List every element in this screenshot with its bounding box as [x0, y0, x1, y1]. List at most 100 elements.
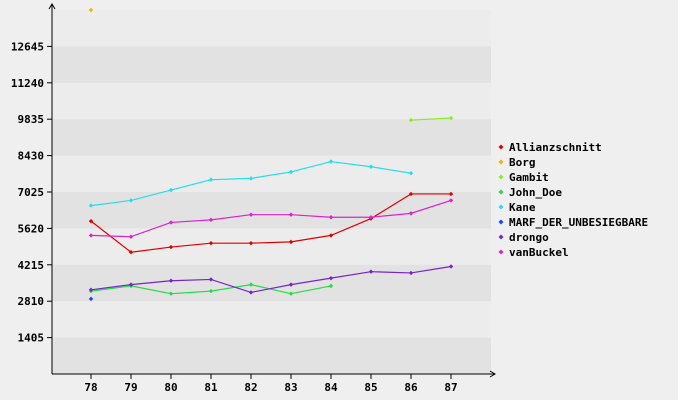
- series-line: [410, 117, 452, 121]
- data-point: [408, 117, 414, 123]
- data-point: [168, 244, 174, 250]
- x-tick-label: 87: [444, 381, 457, 394]
- data-point: [168, 291, 174, 296]
- x-tick-label: 78: [84, 381, 97, 394]
- data-point: [168, 220, 174, 225]
- data-point: [288, 169, 294, 175]
- data-point: [448, 198, 454, 203]
- legend-marker: [498, 249, 504, 255]
- data-point: [128, 198, 134, 203]
- legend-marker: [498, 159, 504, 165]
- x-tick-label: 84: [324, 381, 338, 394]
- data-point: [328, 233, 334, 238]
- data-point: [208, 177, 214, 182]
- x-tick-label: 80: [164, 381, 177, 394]
- data-point: [408, 270, 414, 276]
- grid-band: [52, 10, 491, 47]
- legend-marker: [498, 189, 504, 195]
- data-point: [88, 233, 94, 238]
- grid-band: [52, 46, 491, 83]
- data-point: [128, 234, 134, 239]
- data-point: [128, 250, 134, 255]
- x-tick-label: 81: [204, 381, 218, 394]
- data-point: [288, 239, 294, 245]
- grid-band: [52, 228, 491, 265]
- data-point: [448, 264, 454, 269]
- data-point: [448, 191, 454, 197]
- legend-label: drongo: [509, 231, 549, 244]
- legend-label: Allianzschnitt: [509, 141, 602, 154]
- x-tick-label: 83: [284, 381, 297, 394]
- data-point: [368, 269, 374, 274]
- x-tick-label: 82: [244, 381, 257, 394]
- data-point: [328, 275, 334, 281]
- legend-label: MARF_DER_UNBESIEGBARE: [509, 216, 648, 229]
- y-tick-label: 8430: [18, 150, 45, 163]
- legend-marker: [498, 204, 504, 210]
- data-point: [168, 187, 174, 193]
- data-point: [88, 296, 94, 302]
- x-tick-label: 79: [124, 381, 137, 394]
- grid-band: [52, 337, 491, 374]
- grid-band: [52, 119, 491, 156]
- data-point: [88, 218, 94, 224]
- series-line: [90, 265, 452, 294]
- legend-marker: [498, 174, 504, 180]
- data-point: [128, 282, 134, 287]
- grid-band: [52, 264, 491, 302]
- legend-label: John_Doe: [509, 186, 562, 199]
- legend-label: vanBuckel: [509, 246, 569, 259]
- grid-band: [52, 82, 491, 120]
- series-line: [90, 199, 452, 238]
- x-axis-ticks: 78 79 80 81 82 83 84 85 86 87: [84, 374, 458, 394]
- legend-label: Kane: [509, 201, 536, 214]
- x-axis-arrow: [489, 370, 496, 378]
- y-tick-label: 7025: [18, 186, 45, 199]
- y-tick-label: 2810: [18, 295, 45, 308]
- data-point: [288, 282, 294, 287]
- data-point: [208, 217, 214, 223]
- data-point: [208, 240, 214, 246]
- data-point: [248, 240, 254, 246]
- data-point: [88, 7, 94, 13]
- y-tick-label: 11240: [11, 77, 44, 90]
- data-point: [408, 171, 414, 176]
- data-point: [328, 283, 334, 289]
- data-point: [368, 164, 374, 169]
- data-point: [328, 159, 334, 164]
- grid-band: [52, 192, 491, 229]
- data-point: [448, 115, 454, 121]
- y-tick-label: 12645: [11, 40, 44, 53]
- data-point: [88, 203, 94, 208]
- legend-marker: [498, 234, 504, 240]
- data-point: [248, 282, 254, 287]
- data-point: [288, 291, 294, 296]
- data-point: [208, 288, 214, 294]
- y-tick-label: 5620: [18, 222, 45, 235]
- legend-label: Borg: [509, 156, 536, 169]
- data-point: [288, 212, 294, 217]
- y-tick-label: 9835: [18, 113, 45, 126]
- data-point: [168, 278, 174, 283]
- x-tick-label: 85: [364, 381, 377, 394]
- plot-bands: [52, 10, 491, 374]
- y-axis-ticks: 1405 2810 4215 5620 7025 8430 9835 11240 12645: [11, 40, 52, 345]
- data-point: [328, 215, 334, 220]
- grid-band: [52, 301, 491, 338]
- data-point: [248, 290, 254, 295]
- data-point: [88, 287, 94, 293]
- legend-label: Gambit: [509, 171, 549, 184]
- data-point: [248, 212, 254, 217]
- data-point: [248, 176, 254, 181]
- legend-marker: [498, 144, 504, 150]
- data-point: [408, 191, 414, 197]
- data-point: [368, 215, 374, 220]
- y-tick-label: 1405: [18, 332, 45, 345]
- y-axis-arrow: [48, 3, 56, 10]
- axes: [48, 3, 496, 378]
- legend-marker: [498, 219, 504, 225]
- data-point: [408, 211, 414, 216]
- series-points: [88, 7, 454, 302]
